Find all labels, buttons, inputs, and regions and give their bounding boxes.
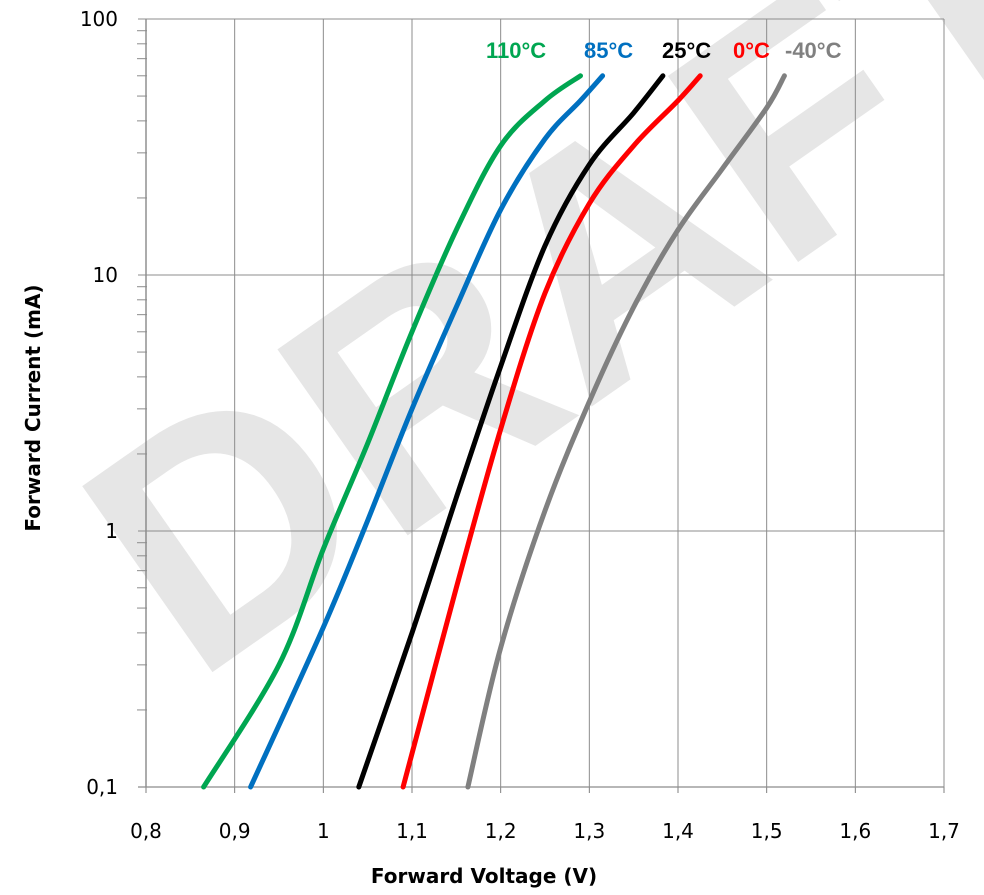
x-tick-label: 1,6 bbox=[839, 819, 871, 843]
x-tick-label: 1,7 bbox=[928, 819, 960, 843]
x-tick-label: 1,3 bbox=[573, 819, 605, 843]
series-labels: 110°C 85°C 25°C 0°C -40°C bbox=[486, 38, 842, 63]
minor-ticks bbox=[137, 30, 147, 711]
y-tick-label: 1 bbox=[105, 519, 118, 543]
series-line bbox=[400, 73, 703, 790]
x-tick-label: 1,2 bbox=[485, 819, 517, 843]
series-line bbox=[356, 73, 666, 790]
y-tick-labels: 0,1 1 10 100 bbox=[80, 7, 118, 799]
series-label: 0°C bbox=[733, 38, 770, 63]
x-tick-label: 1,5 bbox=[751, 819, 783, 843]
y-tick-label: 0,1 bbox=[86, 775, 118, 799]
x-tick-label: 0,8 bbox=[130, 819, 162, 843]
x-tick-label: 1,4 bbox=[662, 819, 694, 843]
y-tick-label: 100 bbox=[80, 7, 118, 31]
series-label: 25°C bbox=[662, 38, 711, 63]
series-line bbox=[465, 73, 787, 790]
series-line bbox=[201, 73, 583, 790]
y-tick-label: 10 bbox=[93, 263, 118, 287]
x-tick-labels: 0,8 0,9 1 1,1 1,2 1,3 1,4 1,5 1,6 1,7 bbox=[130, 819, 960, 843]
series-label: -40°C bbox=[785, 38, 842, 63]
y-axis-title: Forward Current (mA) bbox=[21, 284, 45, 531]
x-tick-label: 1 bbox=[317, 819, 330, 843]
series-label: 85°C bbox=[584, 38, 633, 63]
series-line bbox=[248, 73, 606, 790]
x-tick-label: 1,1 bbox=[396, 819, 428, 843]
series-label: 110°C bbox=[486, 38, 546, 63]
series-lines bbox=[201, 73, 787, 790]
x-tick-label: 0,9 bbox=[219, 819, 251, 843]
x-axis-title: Forward Voltage (V) bbox=[371, 864, 597, 888]
